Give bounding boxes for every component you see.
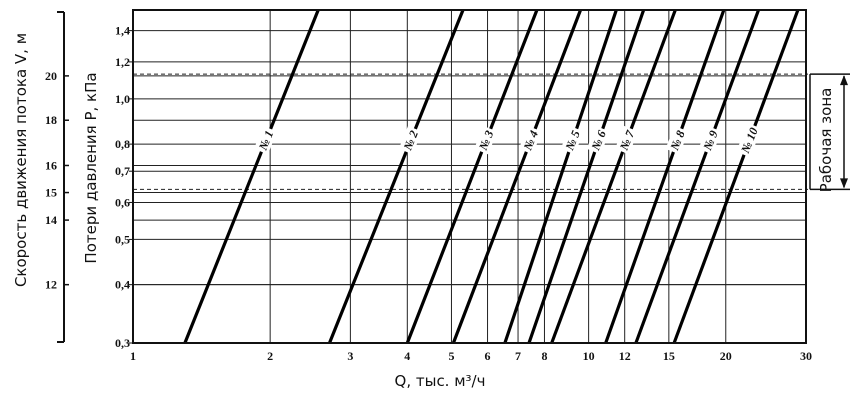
y-tick-label: 1,0	[115, 92, 130, 106]
series-label-4: № 4	[518, 125, 542, 155]
velocity-tick-label: 14	[45, 213, 57, 227]
series-label-bg	[586, 125, 610, 155]
series-label-7: № 7	[614, 125, 639, 155]
velocity-tick-label: 16	[45, 158, 57, 172]
curve-1	[183, 9, 320, 344]
series-label-bg	[698, 125, 722, 155]
y-tick-label: 1,2	[115, 55, 130, 69]
x-tick-label: 20	[720, 349, 732, 363]
plot-frame	[132, 9, 807, 344]
series-label-5: № 5	[560, 125, 584, 155]
series-label-text: № 10	[738, 126, 761, 156]
curve-5	[503, 9, 618, 344]
velocity-tick-label: 15	[45, 186, 57, 200]
series-label-bg	[614, 125, 639, 155]
v-axis-title: Скорость движения потока V, м	[12, 33, 30, 287]
x-tick-label: 4	[404, 349, 410, 363]
curve-4	[451, 9, 582, 344]
series-label-3: № 3	[474, 125, 498, 155]
x-tick-label: 10	[583, 349, 595, 363]
axes: 1 2 3 4 5 6 7 8 10 12 15 20 300,30,40,50,60,70,81,01…	[115, 9, 812, 363]
x-tick-label: 5	[448, 349, 454, 363]
y-tick-label: 0,3	[115, 336, 130, 350]
series-label-bg	[665, 125, 689, 155]
y-tick-label: 0,5	[115, 232, 130, 246]
velocity-scale: 12 14 15 16 18 20	[45, 11, 69, 343]
x-tick-label: 8	[541, 349, 547, 363]
curve-8	[604, 9, 726, 344]
x-tick-label: 7	[515, 349, 521, 363]
series-label-bg	[560, 125, 584, 155]
x-tick-label: 3	[347, 349, 353, 363]
series-label-9: № 9	[698, 125, 722, 155]
curve-2	[328, 9, 465, 344]
curve-6	[527, 9, 646, 344]
x-tick-label: 15	[663, 349, 675, 363]
series-label-2: № 2	[398, 125, 422, 155]
series-label-bg	[736, 123, 762, 158]
y-tick-label: 0,7	[115, 164, 130, 178]
curve-9	[634, 9, 761, 344]
series-curves	[183, 9, 800, 344]
curve-10	[672, 9, 800, 344]
series-label-bg	[398, 125, 422, 155]
series-label-bg	[253, 125, 278, 155]
y-tick-label: 0,4	[115, 278, 130, 292]
velocity-tick-label: 20	[45, 69, 57, 83]
x-tick-label: 1	[130, 349, 136, 363]
series-label-1: № 1	[253, 125, 278, 155]
curve-7	[550, 9, 677, 344]
zone-arrow-head-down	[840, 178, 848, 189]
curve-3	[405, 9, 539, 344]
x-tick-label: 30	[800, 349, 812, 363]
y-axis-title: Потери давления P, кПа	[82, 72, 100, 263]
y-tick-label: 1,4	[115, 24, 130, 38]
working-zone-marker	[809, 73, 850, 191]
velocity-tick-label: 12	[45, 278, 57, 292]
x-tick-label: 12	[619, 349, 631, 363]
velocity-tick-label: 18	[45, 113, 57, 127]
x-tick-label: 6	[485, 349, 491, 363]
x-axis-title: Q, тыс. м³/ч	[395, 372, 486, 390]
working-zone-label: Рабочая зона	[817, 88, 835, 193]
y-tick-label: 0,6	[115, 195, 130, 209]
series-label-6: № 6	[586, 125, 610, 155]
series-labels: № 1 № 2 № 3 № 4 № 5 № 6 № 7 № 8 № 9 № 10	[253, 123, 762, 158]
series-label-bg	[474, 125, 498, 155]
series-label-bg	[518, 125, 542, 155]
zone-arrow-head-up	[840, 75, 848, 86]
series-label-10: № 10	[736, 123, 762, 158]
y-tick-label: 0,8	[115, 137, 130, 151]
x-tick-label: 2	[267, 349, 273, 363]
